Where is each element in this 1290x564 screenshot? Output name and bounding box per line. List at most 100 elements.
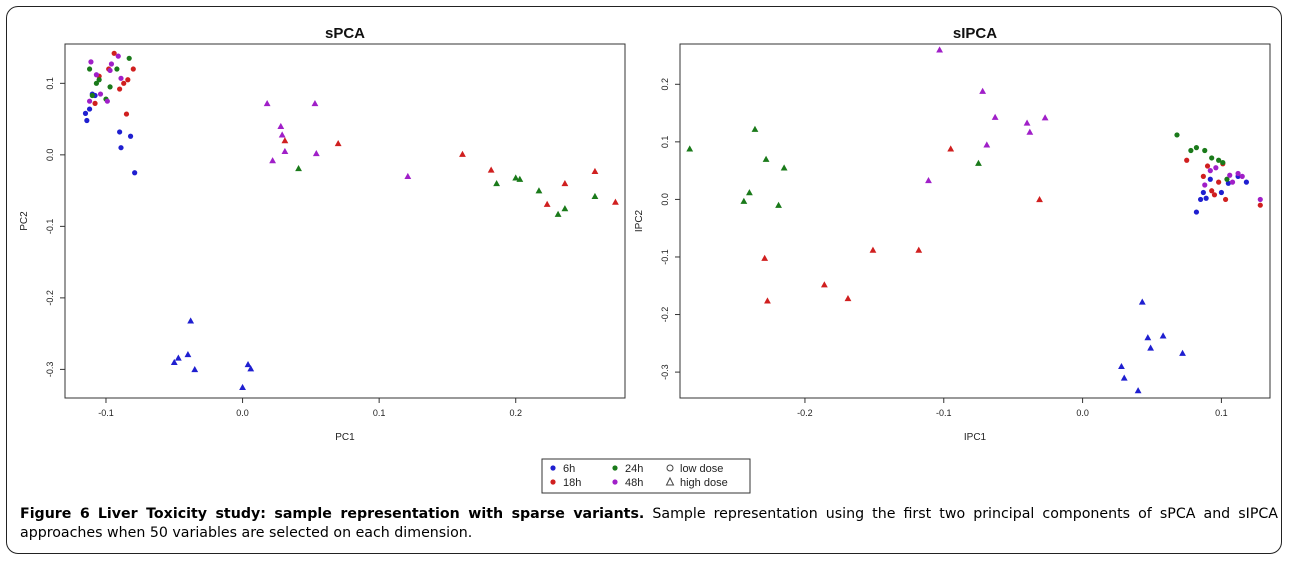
data-point-circle [1207, 168, 1213, 174]
data-point-circle [1239, 173, 1245, 179]
data-point-triangle [174, 354, 182, 361]
legend-swatch [612, 479, 618, 485]
data-point-triangle [915, 246, 923, 253]
data-point-circle [1203, 195, 1209, 201]
data-point-triangle [936, 46, 943, 53]
data-point-triangle [1026, 128, 1034, 135]
data-point-triangle [277, 122, 285, 129]
data-point-triangle [1023, 119, 1031, 126]
data-point-circle [1207, 176, 1213, 182]
data-point-circle [1218, 189, 1225, 196]
data-point-triangle [334, 140, 342, 147]
data-point-triangle [591, 192, 599, 200]
data-point-circle [1193, 209, 1200, 215]
figure-caption: Figure 6 Liver Toxicity study: sample re… [20, 506, 1278, 541]
data-point-triangle [820, 281, 828, 288]
data-point-circle [93, 80, 100, 86]
data-point-circle [1200, 173, 1206, 179]
data-point-circle [84, 117, 90, 124]
plot-box [64, 43, 626, 399]
data-point-triangle [191, 365, 199, 373]
data-point-circle [1257, 202, 1263, 208]
data-point-triangle [925, 177, 932, 184]
data-point-circle [130, 66, 136, 72]
data-point-triangle [1120, 374, 1128, 381]
data-point-circle [1224, 176, 1230, 182]
data-point-triangle [775, 201, 782, 208]
data-point-circle [111, 50, 117, 56]
legend-label-high-dose: high dose [680, 477, 728, 489]
data-point-triangle [247, 365, 255, 372]
data-point-triangle [1138, 298, 1146, 305]
data-point-triangle [1159, 332, 1167, 339]
x-tick-label: 0.0 [236, 408, 249, 418]
data-point-circle [1235, 170, 1241, 177]
data-point-circle [117, 86, 123, 92]
legend-label: 48h [625, 477, 643, 489]
data-point-circle [82, 110, 89, 116]
data-point-triangle [170, 358, 178, 365]
data-point-triangle [780, 164, 788, 171]
data-point-circle [86, 66, 93, 72]
data-point-triangle [512, 174, 520, 181]
data-point-triangle [263, 99, 271, 107]
data-point-triangle [869, 246, 877, 253]
data-point-circle [96, 77, 102, 83]
data-point-triangle [746, 189, 753, 196]
data-point-circle [121, 80, 127, 86]
panel-sipca: sIPCA -0.2 -0.1 0.0 0.1 -0.3 -0.2 -0.1 0.0 0.1 0.2… [634, 25, 1271, 443]
data-point-triangle [543, 200, 551, 207]
data-point-triangle [762, 155, 770, 162]
data-point-circle [1200, 189, 1206, 196]
plot-box [679, 43, 1271, 399]
data-point-triangle [740, 197, 748, 204]
data-point-circle [1216, 179, 1222, 185]
data-point-triangle [975, 159, 982, 166]
data-point-triangle [561, 205, 569, 212]
legend-swatch [612, 465, 618, 471]
data-point-triangle [269, 157, 277, 164]
data-point-triangle [239, 383, 246, 390]
data-point-circle [107, 84, 113, 90]
x-tick-label: -0.1 [936, 408, 952, 418]
data-point-triangle [1118, 362, 1125, 370]
caption-title: Liver Toxicity study: sample representat… [97, 506, 639, 522]
data-point-circle [1243, 179, 1249, 185]
legend-swatch [550, 465, 556, 471]
data-point-triangle [312, 150, 320, 157]
y-axis-label: PC2 [19, 211, 30, 231]
data-point-circle [1188, 147, 1194, 154]
legend-label: 6h [563, 463, 575, 475]
data-point-circle [1213, 165, 1219, 171]
panel-spca: sPCA -0.1 0.0 0.1 0.2 -0.3 -0.2 -0.1 0.0 0.1 PC1 PC… [19, 25, 626, 443]
legend-swatch [550, 479, 556, 485]
data-point-circle [1197, 196, 1204, 203]
data-point-triangle [561, 180, 569, 187]
data-point-triangle [844, 295, 852, 302]
data-point-circle [86, 98, 93, 104]
data-point-circle [88, 59, 94, 65]
data-point-circle [127, 133, 134, 139]
x-tick-label: 0.1 [1215, 408, 1228, 418]
data-point-circle [1184, 157, 1190, 163]
data-point-circle [1222, 196, 1229, 203]
data-point-triangle [187, 317, 195, 324]
data-point-circle [107, 67, 113, 74]
data-point-circle [114, 66, 120, 72]
low-dose-circle-icon [666, 464, 674, 472]
legend-box [541, 458, 751, 494]
high-dose-triangle-icon [665, 476, 675, 486]
data-point-triangle [591, 167, 599, 175]
plot-title: sIPCA [953, 25, 997, 42]
data-point-circle [1216, 157, 1222, 163]
y-tick-label: -0.2 [45, 290, 55, 306]
y-tick-label: -0.1 [660, 249, 670, 265]
data-point-triangle [1036, 196, 1043, 203]
data-point-circle [1202, 182, 1208, 188]
y-tick-label: 0.1 [660, 136, 670, 149]
data-point-triangle [983, 141, 991, 148]
data-point-triangle [1134, 387, 1142, 394]
y-tick-label: 0.0 [45, 149, 55, 162]
data-point-triangle [516, 175, 524, 182]
data-point-triangle [1179, 349, 1186, 356]
